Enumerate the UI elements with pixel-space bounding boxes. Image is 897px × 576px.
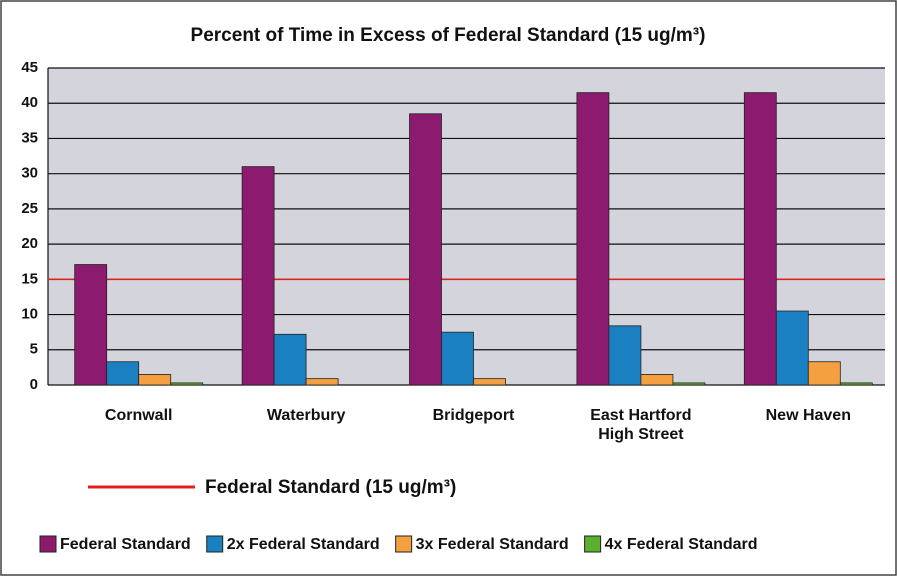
bar (672, 382, 706, 386)
bar (409, 113, 442, 386)
bar (807, 361, 841, 386)
legend-label: Federal Standard (60, 536, 191, 553)
y-tick-label: 25 (21, 200, 38, 217)
bar (839, 382, 873, 386)
bar (170, 382, 204, 386)
y-tick-label: 15 (21, 270, 38, 287)
legend-swatch (395, 535, 413, 553)
x-tick-label: East Hartford High Street (590, 407, 692, 443)
bar (640, 374, 674, 386)
bar (608, 325, 642, 386)
bar (138, 374, 172, 386)
y-tick-label: 40 (21, 94, 38, 111)
bar (74, 264, 108, 386)
y-tick-label: 5 (30, 341, 38, 358)
bar (775, 310, 809, 386)
legend-swatch (584, 535, 602, 553)
legend-swatch (206, 535, 224, 553)
chart-title: Percent of Time in Excess of Federal Sta… (191, 25, 706, 46)
x-tick-label: Waterbury (266, 407, 346, 424)
y-tick-label: 20 (21, 235, 38, 252)
x-tick-label: New Haven (765, 407, 851, 424)
legend-swatch (39, 535, 57, 553)
bar (743, 92, 777, 386)
y-tick-label: 30 (21, 165, 38, 182)
bar (576, 92, 610, 386)
bar (473, 378, 506, 386)
y-tick-label: 35 (21, 129, 38, 146)
y-tick-label: 0 (30, 376, 38, 393)
bar (106, 361, 140, 386)
legend-label: Federal Standard (15 ug/m³) (205, 477, 456, 498)
legend-label: 2x Federal Standard (227, 536, 380, 553)
bar (241, 166, 275, 386)
bar (305, 378, 339, 386)
bar (441, 331, 474, 386)
legend-label: 3x Federal Standard (416, 536, 569, 553)
legend-label: 4x Federal Standard (605, 536, 758, 553)
bar (273, 333, 307, 386)
x-tick-label: Cornwall (104, 407, 173, 424)
y-tick-label: 45 (21, 59, 38, 76)
y-tick-label: 10 (21, 306, 38, 323)
x-tick-label: Bridgeport (432, 407, 515, 424)
